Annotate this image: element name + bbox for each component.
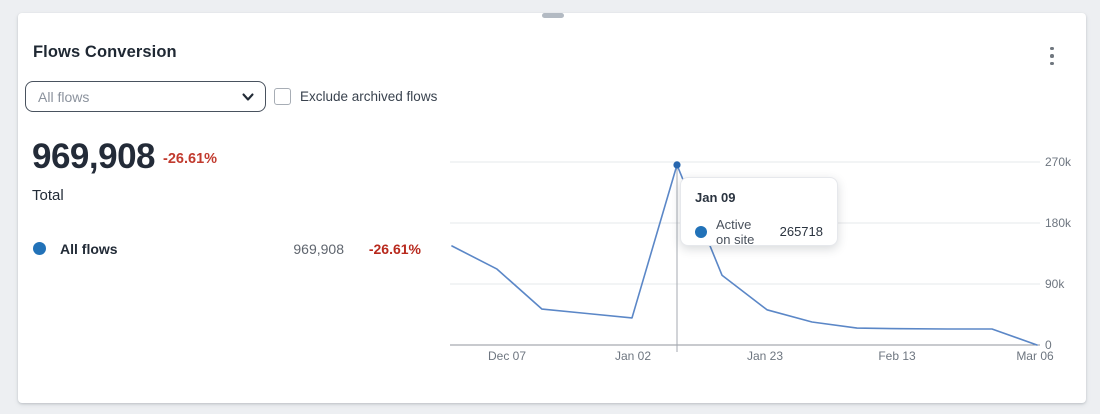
card-drag-handle[interactable] (542, 13, 564, 18)
x-axis-tick: Feb 13 (878, 349, 916, 363)
flows-conversion-card: Flows Conversion All flows Exclude archi… (18, 13, 1086, 403)
y-axis-tick: 90k (1045, 277, 1065, 291)
chevron-down-icon (242, 92, 254, 101)
total-label: Total (32, 187, 64, 204)
tooltip-series-label: Active on site (716, 216, 755, 247)
card-title: Flows Conversion (33, 43, 177, 61)
flow-filter-select[interactable]: All flows (25, 81, 266, 112)
legend-series-delta: -26.61% (368, 241, 421, 257)
legend-row: All flows 969,908 -26.61% (32, 238, 421, 260)
legend-series-dot-icon (33, 242, 46, 255)
x-axis-tick: Jan 23 (746, 349, 784, 363)
kebab-menu-icon[interactable] (1040, 41, 1064, 71)
legend-series-name: All flows (60, 241, 118, 257)
legend-series-value: 969,908 (293, 241, 344, 257)
tooltip-date: Jan 09 (695, 189, 736, 205)
y-axis-tick: 180k (1045, 216, 1072, 230)
tooltip-series-value: 265718 (779, 224, 823, 240)
y-axis-tick: 270k (1045, 155, 1072, 169)
tooltip-series-dot-icon (695, 225, 707, 238)
y-axis-tick: 0 (1045, 338, 1052, 352)
line-chart[interactable] (18, 13, 1086, 403)
x-axis-tick: Mar 06 (1016, 349, 1054, 363)
x-axis-tick: Jan 02 (614, 349, 652, 363)
exclude-archived-checkbox[interactable]: Exclude archived flows (274, 88, 437, 105)
chart-tooltip: Jan 09 Active on site 265718 (680, 176, 838, 247)
checkbox-box[interactable] (274, 88, 291, 105)
checkbox-label: Exclude archived flows (300, 89, 438, 104)
x-axis-tick: Dec 07 (487, 349, 527, 363)
total-value: 969,908 (32, 137, 156, 176)
flow-filter-value: All flows (38, 88, 90, 105)
total-delta: -26.61% (163, 151, 218, 167)
